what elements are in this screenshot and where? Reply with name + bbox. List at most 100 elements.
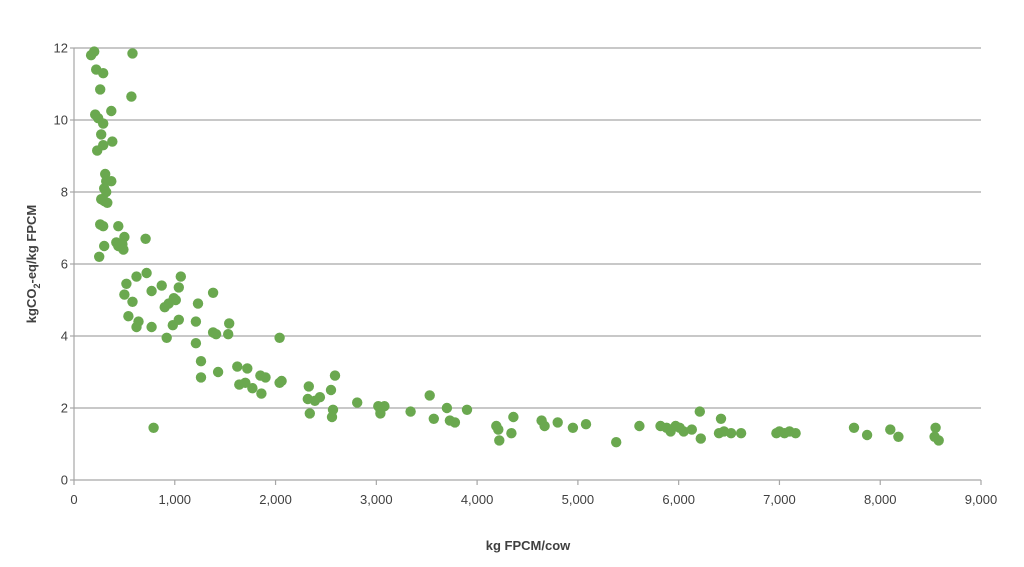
data-point xyxy=(303,381,314,392)
data-point xyxy=(121,278,132,289)
data-point xyxy=(735,428,747,439)
data-point xyxy=(893,431,904,442)
x-tick-label: 3,000 xyxy=(360,492,393,507)
data-point xyxy=(102,197,113,208)
data-point xyxy=(106,176,117,187)
data-point xyxy=(695,433,706,444)
data-point xyxy=(240,377,251,388)
data-point xyxy=(552,417,563,428)
data-point xyxy=(106,105,117,117)
data-point xyxy=(304,408,315,419)
x-tick-label: 4,000 xyxy=(461,492,494,507)
data-point xyxy=(686,424,697,435)
data-point xyxy=(861,429,873,441)
y-tick-label: 10 xyxy=(54,113,68,128)
data-point xyxy=(885,424,896,435)
data-point xyxy=(167,320,178,331)
data-points xyxy=(85,46,944,448)
axes xyxy=(70,47,982,485)
data-point xyxy=(611,437,622,448)
data-point xyxy=(256,388,267,399)
data-point xyxy=(634,420,645,432)
data-point xyxy=(260,372,271,383)
data-point xyxy=(94,251,105,262)
data-point xyxy=(210,329,222,340)
data-point xyxy=(449,417,461,428)
data-point xyxy=(140,233,151,244)
x-tick-label: 5,000 xyxy=(562,492,595,507)
y-tick-label: 8 xyxy=(61,185,68,200)
data-point xyxy=(247,383,258,394)
data-point xyxy=(107,136,118,147)
data-point xyxy=(89,46,100,57)
data-point xyxy=(195,356,207,367)
data-point xyxy=(461,404,473,415)
data-point xyxy=(127,296,138,307)
data-point xyxy=(190,316,202,327)
data-point xyxy=(95,84,106,95)
grid-lines xyxy=(74,47,981,409)
y-tick-label: 4 xyxy=(61,329,68,344)
data-point xyxy=(790,428,801,439)
x-tick-label: 0 xyxy=(70,492,77,507)
y-tick-labels: 0 2 4 6 8 10 12 xyxy=(54,41,68,488)
data-point xyxy=(309,395,321,406)
data-point xyxy=(148,422,159,433)
data-point xyxy=(118,244,129,255)
data-point xyxy=(159,302,170,313)
data-point xyxy=(352,397,363,408)
data-point xyxy=(98,221,109,232)
data-point xyxy=(123,311,134,322)
y-tick-label: 12 xyxy=(54,41,68,56)
data-point xyxy=(175,271,186,282)
data-point xyxy=(126,91,137,102)
x-axis-title: kg FPCM/cow xyxy=(486,538,571,553)
data-point xyxy=(207,287,219,298)
data-point xyxy=(930,422,941,433)
data-point xyxy=(508,411,519,423)
data-point xyxy=(146,285,157,297)
data-point xyxy=(715,413,727,424)
data-point xyxy=(678,426,689,437)
data-point xyxy=(98,68,109,79)
data-point xyxy=(212,366,224,378)
data-point xyxy=(156,280,167,291)
data-point xyxy=(848,422,860,433)
data-point xyxy=(141,267,152,279)
data-point xyxy=(161,332,172,343)
y-tick-label: 6 xyxy=(61,257,68,272)
x-tick-label: 8,000 xyxy=(864,492,897,507)
data-point xyxy=(274,377,285,388)
data-point xyxy=(539,420,550,432)
data-point xyxy=(428,413,439,424)
x-tick-labels: 0 1,000 2,000 3,000 4,000 5,000 6,000 7,000 8,00… xyxy=(70,492,997,507)
data-point xyxy=(99,240,110,252)
data-point xyxy=(567,422,579,433)
data-point xyxy=(493,424,504,435)
data-point xyxy=(98,140,109,151)
data-point xyxy=(325,384,337,396)
data-point xyxy=(405,406,416,417)
data-point xyxy=(192,298,204,309)
data-point xyxy=(329,370,341,381)
x-tick-label: 9,000 xyxy=(965,492,998,507)
x-tick-label: 1,000 xyxy=(159,492,192,507)
data-point xyxy=(274,332,285,343)
y-axis-title: kgCO2-eq/kg FPCM xyxy=(24,205,42,323)
data-point xyxy=(506,428,517,439)
y-tick-label: 2 xyxy=(61,401,68,416)
data-point xyxy=(494,435,505,446)
data-point xyxy=(441,402,453,414)
data-point xyxy=(146,321,157,333)
data-point xyxy=(933,435,944,446)
data-point xyxy=(98,118,109,129)
data-point xyxy=(424,390,435,401)
data-point xyxy=(96,129,107,140)
data-point xyxy=(223,329,234,340)
data-point xyxy=(580,419,592,430)
data-point xyxy=(131,321,142,333)
data-point xyxy=(725,428,737,439)
data-point xyxy=(375,408,386,419)
data-point xyxy=(694,406,705,417)
